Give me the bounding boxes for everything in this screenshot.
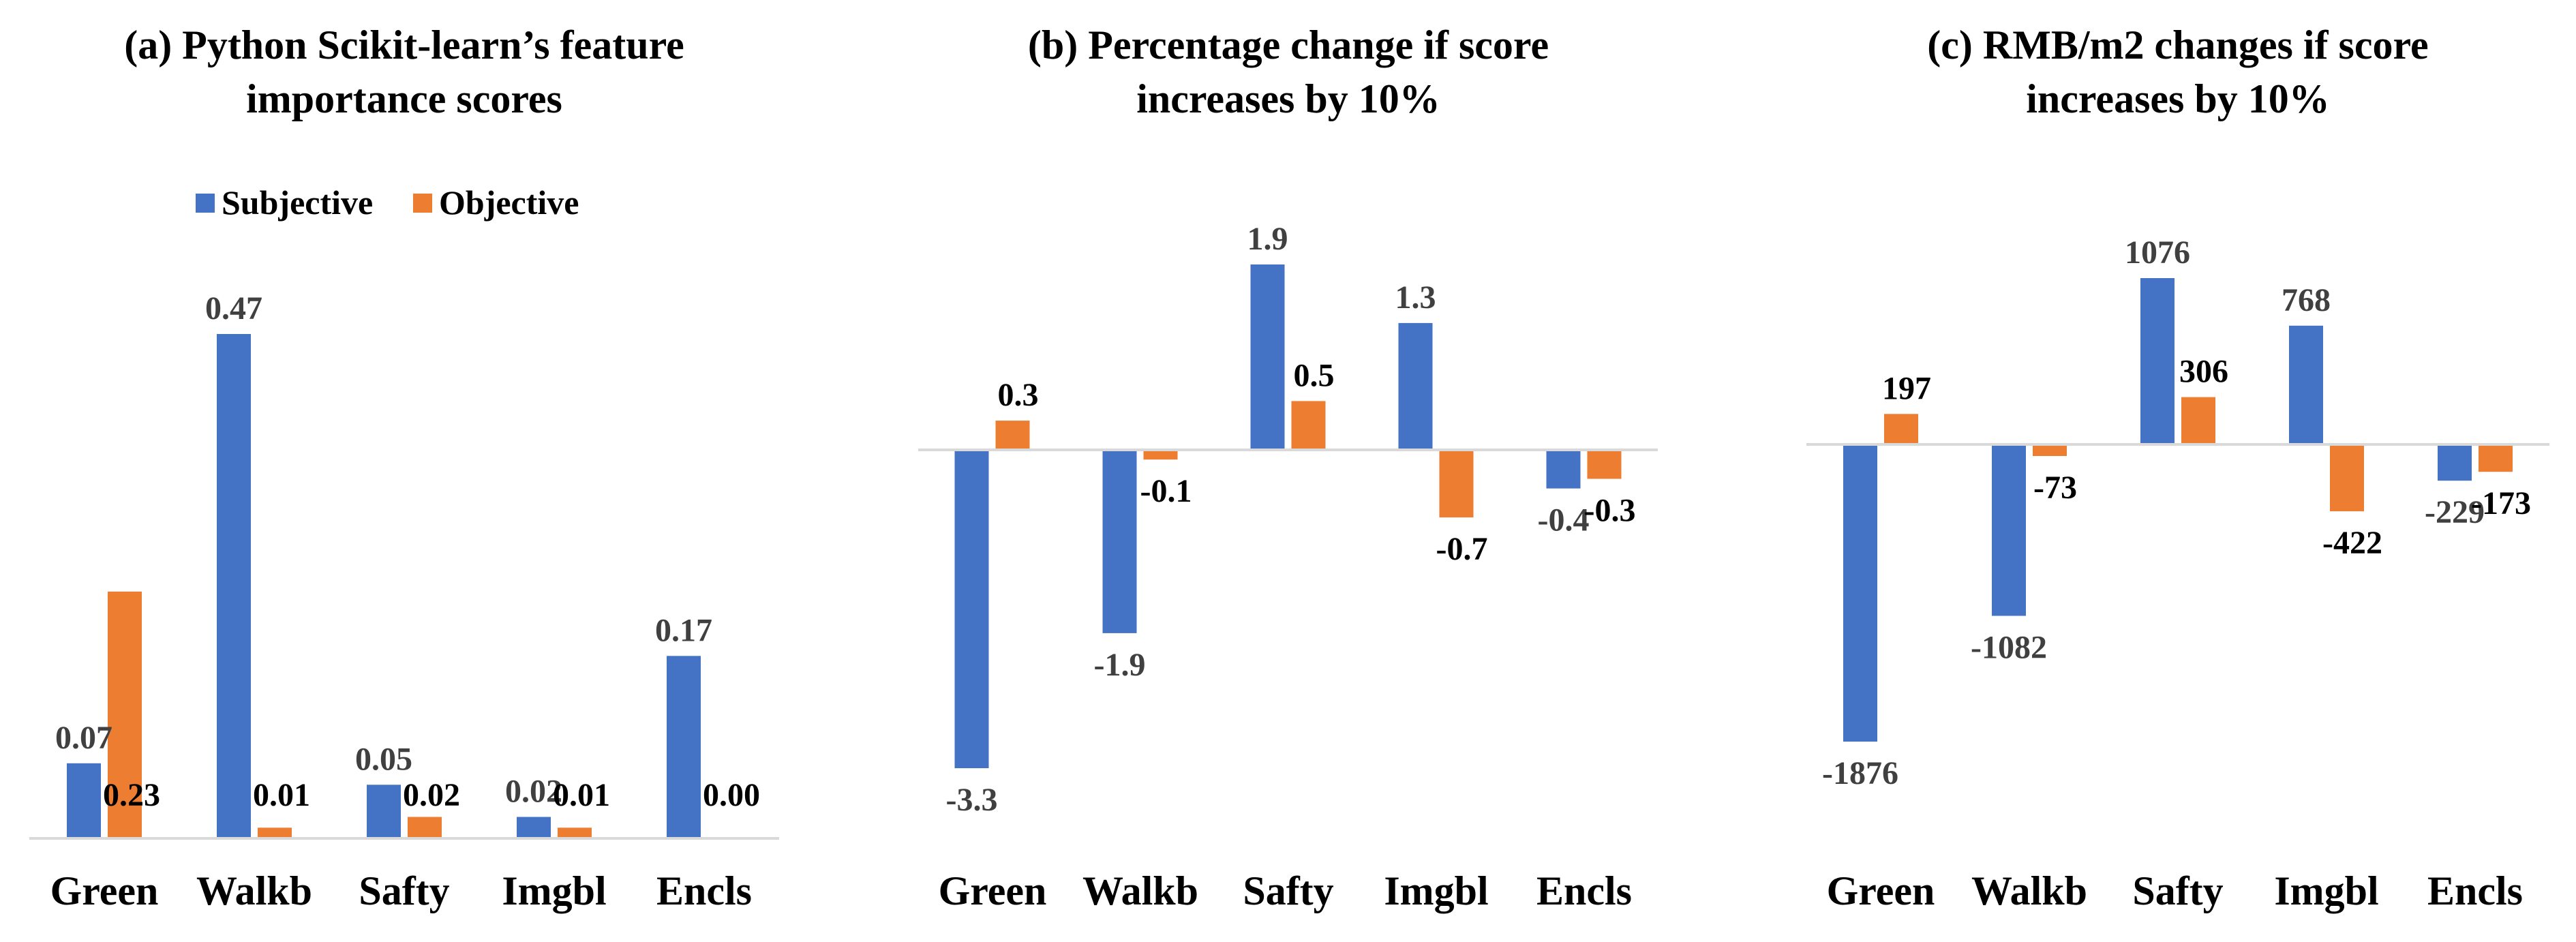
data-label-subjective: 1.9: [1247, 221, 1288, 257]
data-label-objective: -173: [2471, 485, 2531, 521]
panel-a-category-label: Encls: [656, 868, 752, 913]
bar-subjective: [1546, 450, 1581, 489]
bar-subjective: [517, 817, 551, 838]
bar-subjective: [2140, 278, 2175, 444]
data-label-subjective: -1082: [1971, 630, 2047, 666]
data-label-subjective: 0.02: [505, 774, 562, 810]
bar-subjective: [2289, 325, 2323, 444]
data-label-subjective: -1.9: [1094, 647, 1146, 683]
data-label-objective: 0.01: [553, 777, 610, 813]
panel-c-category-label: Green: [1827, 868, 1935, 913]
panel-a-title-line-2: importance scores: [246, 76, 562, 121]
bar-objective: [2330, 444, 2364, 512]
panel-c-category-label: Imgbl: [2274, 868, 2378, 913]
data-label-objective: -0.3: [1584, 493, 1636, 529]
bar-subjective: [667, 656, 701, 838]
bar-subjective: [1398, 322, 1433, 450]
bar-objective: [2181, 397, 2215, 444]
panel-c-bars: [1843, 278, 2513, 742]
legend-label-subjective: Subjective: [222, 183, 373, 222]
legend-swatch-objective: [413, 194, 432, 213]
panel-b-bars: [954, 264, 1622, 768]
data-label-subjective: 1076: [2125, 234, 2190, 271]
panel-a-bars: [67, 334, 701, 838]
panel-a-category-label: Green: [50, 868, 159, 913]
panel-b-title-line-1: (b) Percentage change if score: [1028, 22, 1549, 67]
panel-c-category-label: Walkb: [1971, 868, 2087, 913]
panel-a-title-line-1: (a) Python Scikit-learn’s feature: [124, 22, 684, 67]
panel-a: (a) Python Scikit-learn’s feature import…: [29, 22, 779, 913]
bar-subjective: [1102, 450, 1137, 633]
data-label-subjective: -0.4: [1538, 502, 1590, 538]
data-label-subjective: 0.07: [55, 720, 112, 756]
bar-objective: [2479, 444, 2513, 472]
bar-objective: [995, 421, 1030, 450]
panel-b-title-line-2: increases by 10%: [1136, 76, 1440, 121]
bar-subjective: [2438, 444, 2472, 481]
data-label-subjective: -229: [2425, 494, 2485, 530]
data-label-subjective: -1876: [1822, 755, 1898, 791]
bar-objective: [558, 827, 592, 838]
data-label-objective: 0.23: [103, 777, 160, 813]
data-label-subjective: 0.05: [355, 741, 412, 777]
bar-subjective: [367, 785, 401, 838]
panel-c-category-label: Encls: [2427, 868, 2523, 913]
panel-b: (b) Percentage change if score increases…: [918, 22, 1658, 913]
panel-a-data-labels: 0.070.470.050.020.170.23 0.01 0.02 0.01 0.00: [55, 290, 760, 813]
panel-c-title-line-2: increases by 10%: [2026, 76, 2330, 121]
legend: Subjective Objective: [196, 183, 579, 222]
panel-b-category-label: Imgbl: [1384, 868, 1488, 913]
bar-subjective: [67, 763, 101, 838]
bar-subjective: [1843, 444, 1877, 742]
data-label-subjective: 0.17: [655, 612, 712, 648]
panel-c-category-labels: Green Walkb Safty Imgbl Encls: [1827, 868, 2523, 913]
bar-objective: [1587, 450, 1622, 479]
data-label-objective: 0.01: [253, 777, 310, 813]
bar-objective: [108, 591, 142, 838]
data-label-subjective: 0.47: [205, 290, 262, 326]
data-label-subjective: -3.3: [946, 782, 998, 818]
legend-swatch-subjective: [196, 194, 215, 213]
data-label-objective: 197: [1882, 370, 1931, 406]
panel-a-category-label: Walkb: [196, 868, 312, 913]
bar-objective: [1884, 414, 1918, 444]
panel-a-category-label: Imgbl: [502, 868, 606, 913]
panel-b-category-labels: Green Walkb Safty Imgbl Encls: [939, 868, 1632, 913]
bar-objective: [408, 817, 442, 838]
bar-subjective: [1992, 444, 2026, 616]
bar-subjective: [217, 334, 251, 838]
bar-objective: [1439, 450, 1474, 518]
bar-subjective: [1250, 264, 1285, 450]
panel-b-data-labels: -3.3 -1.9 1.9 1.3 -0.4 0.3 -0.1 0.5 -0.7 -0.3: [946, 221, 1636, 818]
bar-subjective: [954, 450, 989, 768]
data-label-objective: -73: [2033, 470, 2077, 506]
bar-objective: [1291, 401, 1326, 450]
panel-b-category-label: Walkb: [1082, 868, 1198, 913]
data-label-subjective: 1.3: [1395, 279, 1436, 316]
panel-c-data-labels: -1876 -1082 1076 768 -229 197 -73 306 -422 -173: [1822, 234, 2531, 791]
data-label-objective: 0.5: [1294, 357, 1335, 393]
data-label-objective: -422: [2322, 525, 2382, 561]
panel-a-category-labels: Green Walkb Safty Imgbl Encls: [50, 868, 752, 913]
data-label-objective: 0.02: [403, 777, 460, 813]
panel-c: (c) RMB/m2 changes if score increases by…: [1806, 22, 2549, 913]
data-label-objective: 306: [2179, 354, 2228, 390]
data-label-objective: -0.7: [1436, 531, 1488, 567]
data-label-objective: 0.3: [998, 377, 1039, 413]
panel-b-category-label: Green: [939, 868, 1047, 913]
bar-objective: [1143, 450, 1178, 460]
data-label-objective: -0.1: [1140, 473, 1192, 509]
panel-c-title-line-1: (c) RMB/m2 changes if score: [1927, 22, 2428, 67]
data-label-objective: 0.00: [703, 777, 760, 813]
panel-b-category-label: Safty: [1243, 868, 1333, 913]
legend-label-objective: Objective: [439, 183, 579, 222]
bar-objective: [258, 827, 292, 838]
data-label-subjective: 768: [2282, 282, 2331, 318]
panel-b-category-label: Encls: [1536, 868, 1632, 913]
panel-c-category-label: Safty: [2132, 868, 2223, 913]
panel-a-category-label: Safty: [359, 868, 449, 913]
bar-objective: [2033, 444, 2067, 456]
